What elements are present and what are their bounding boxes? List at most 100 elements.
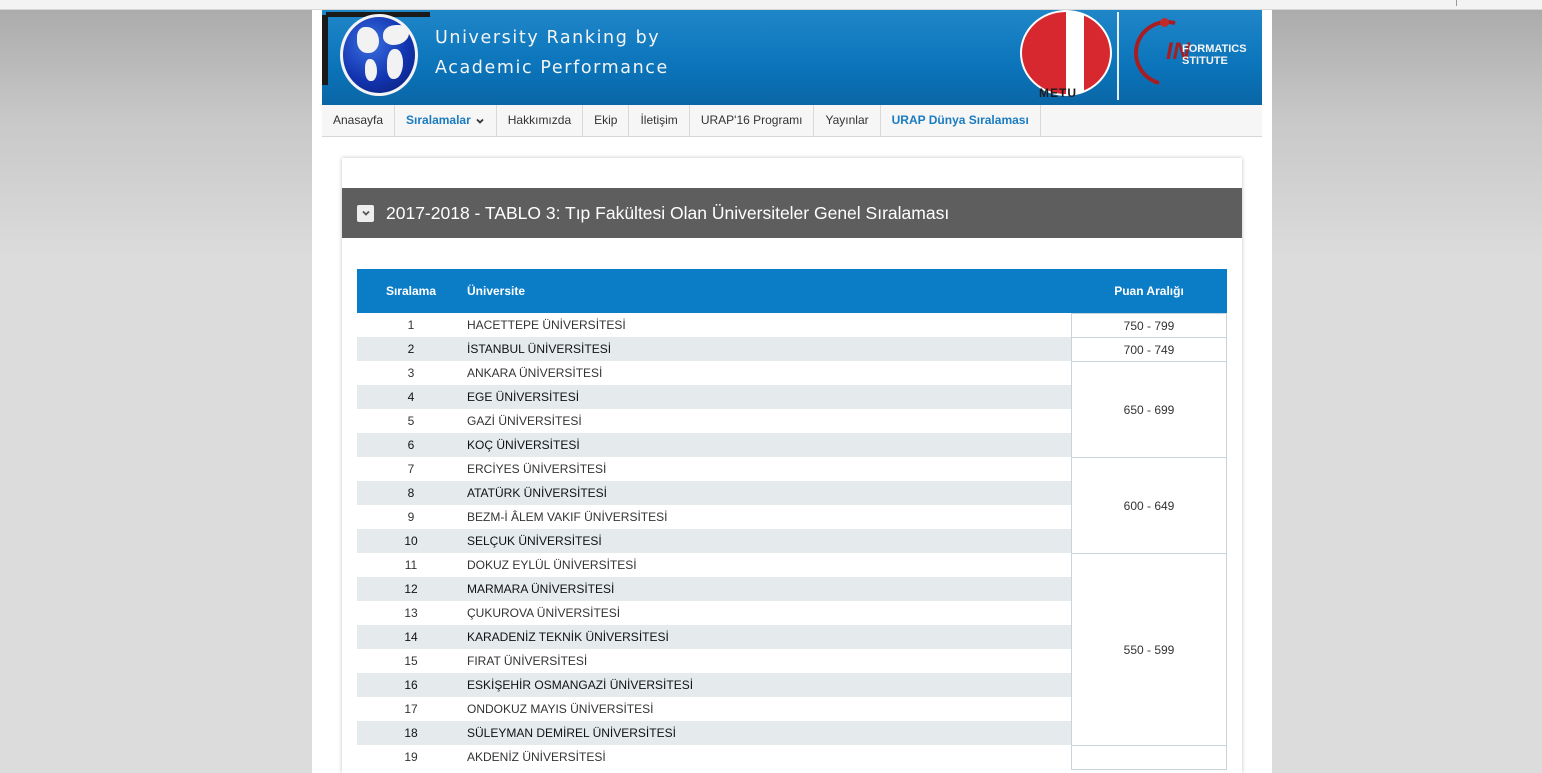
nav-item-urap16-programi[interactable]: URAP'16 Programı [690,105,815,136]
table-row: 15 FIRAT ÜNİVERSİTESİ [357,649,1071,673]
university-cell: ANKARA ÜNİVERSİTESİ [467,366,603,380]
university-cell: FIRAT ÜNİVERSİTESİ [467,654,588,668]
table-header: Sıralama Üniversite Puan Aralığı [357,269,1227,313]
university-cell: SELÇUK ÜNİVERSİTESİ [467,534,602,548]
metu-label: METU [1039,86,1077,100]
table-row: 18 SÜLEYMAN DEMİREL ÜNİVERSİTESİ [357,721,1071,745]
table-row: 9 BEZM-İ ÂLEM VAKIF ÜNİVERSİTESİ [357,505,1071,529]
rank-cell: 19 [404,750,418,764]
nav-item-urap-dunya[interactable]: URAP Dünya Sıralaması [881,105,1041,136]
rank-cell: 7 [407,462,415,476]
rank-cell: 18 [404,726,418,740]
section-title: 2017-2018 - TABLO 3: Tıp Fakültesi Olan … [386,202,950,223]
nav-item-hakkimizda[interactable]: Hakkımızda [497,105,584,136]
table-row: 1 HACETTEPE ÜNİVERSİTESİ [357,313,1071,337]
globe-logo-icon[interactable] [340,14,418,96]
rank-cell: 1 [407,318,415,332]
score-range-cell: 750 - 799 [1071,313,1227,338]
table-body: 1 HACETTEPE ÜNİVERSİTESİ 2 İSTANBUL ÜNİVERS… [357,313,1227,770]
university-cell: AKDENİZ ÜNİVERSİTESİ [467,750,606,764]
score-range-cell: 700 - 749 [1071,338,1227,362]
rank-cell: 11 [404,558,418,572]
table-row: 7 ERCİYES ÜNİVERSİTESİ [357,457,1071,481]
page-container: University Ranking by Academic Performan… [312,10,1272,773]
column-header-university[interactable]: Üniversite [467,284,526,298]
ii-word2: STITUTE [1182,55,1228,67]
chevron-down-icon [476,118,484,124]
nav-item-ekip[interactable]: Ekip [583,105,630,136]
rank-cell: 16 [404,678,418,692]
site-title-line2[interactable]: Academic Performance [435,58,669,78]
score-range-cell: 650 - 699 [1071,362,1227,458]
university-cell: HACETTEPE ÜNİVERSİTESİ [467,318,626,332]
ranking-table: Sıralama Üniversite Puan Aralığı 1 HACETT… [357,269,1227,770]
rank-cell: 2 [407,342,415,356]
rank-cell: 8 [407,486,415,500]
rank-cell: 5 [407,414,415,428]
collapse-toggle-button[interactable] [357,204,374,222]
rank-cell: 14 [404,630,418,644]
university-cell: KARADENİZ TEKNİK ÜNİVERSİTESİ [467,630,669,644]
university-cell: DOKUZ EYLÜL ÜNİVERSİTESİ [467,558,637,572]
column-header-rank[interactable]: Sıralama [385,284,437,298]
table-row: 10 SELÇUK ÜNİVERSİTESİ [357,529,1071,553]
score-column: 750 - 799 700 - 749 650 - 699 600 - 649 550 … [1071,313,1227,770]
table-row: 17 ONDOKUZ MAYIS ÜNİVERSİTESİ [357,697,1071,721]
divider [1456,0,1457,6]
nav-item-siralamalar[interactable]: Sıralamalar [395,105,497,136]
university-cell: ÇUKUROVA ÜNİVERSİTESİ [467,606,621,620]
university-cell: GAZİ ÜNİVERSİTESİ [467,414,582,428]
table-row: 12 MARMARA ÜNİVERSİTESİ [357,577,1071,601]
site-banner: University Ranking by Academic Performan… [322,10,1262,105]
nav-item-anasayfa[interactable]: Anasayfa [322,105,396,136]
main-nav: Anasayfa Sıralamalar Hakkımızda Ekip İle… [322,105,1262,137]
browser-top-strip [0,0,1542,10]
table-row: 4 EGE ÜNİVERSİTESİ [357,385,1071,409]
chevron-down-icon [361,210,370,216]
university-cell: ERCİYES ÜNİVERSİTESİ [467,462,607,476]
rank-cell: 15 [404,654,418,668]
table-row: 16 ESKİŞEHİR OSMANGAZİ ÜNİVERSİTESİ [357,673,1071,697]
university-cell: İSTANBUL ÜNİVERSİTESİ [467,342,612,356]
rank-cell: 9 [407,510,415,524]
nav-item-yayinlar[interactable]: Yayınlar [814,105,881,136]
section-header[interactable]: 2017-2018 - TABLO 3: Tıp Fakültesi Olan … [342,188,1242,238]
table-row: 14 KARADENİZ TEKNİK ÜNİVERSİTESİ [357,625,1071,649]
score-range-cell: 550 - 599 [1071,554,1227,746]
university-cell: ONDOKUZ MAYIS ÜNİVERSİTESİ [467,702,654,716]
rank-cell: 6 [407,438,415,452]
university-cell: BEZM-İ ÂLEM VAKIF ÜNİVERSİTESİ [467,510,668,524]
table-row: 5 GAZİ ÜNİVERSİTESİ [357,409,1071,433]
table-row: 6 KOÇ ÜNİVERSİTESİ [357,433,1071,457]
table-row: 19 AKDENİZ ÜNİVERSİTESİ [357,745,1071,769]
banner-divider [1117,12,1119,100]
university-cell: KOÇ ÜNİVERSİTESİ [467,438,580,452]
rank-cell: 13 [404,606,418,620]
table-row: 8 ATATÜRK ÜNİVERSİTESİ [357,481,1071,505]
rank-cell: 17 [404,702,418,716]
university-cell: ESKİŞEHİR OSMANGAZİ ÜNİVERSİTESİ [467,678,694,692]
site-title-line1[interactable]: University Ranking by [435,28,661,48]
column-header-score[interactable]: Puan Aralığı [1114,284,1184,298]
score-range-cell [1071,746,1227,770]
rank-cell: 12 [404,582,418,596]
score-range-cell: 600 - 649 [1071,458,1227,554]
rank-cell: 4 [407,390,415,404]
informatics-institute-logo-icon[interactable]: IN FORMATICS STITUTE [1121,10,1260,100]
mortarboard-tassel [322,15,328,85]
nav-item-iletisim[interactable]: İletişim [629,105,690,136]
ii-word1: FORMATICS [1182,43,1247,55]
university-cell: ATATÜRK ÜNİVERSİTESİ [467,486,608,500]
rank-cell: 3 [407,366,415,380]
university-cell: EGE ÜNİVERSİTESİ [467,390,580,404]
metu-logo-icon[interactable] [1020,10,1112,96]
table-row: 3 ANKARA ÜNİVERSİTESİ [357,361,1071,385]
table-row: 13 ÇUKUROVA ÜNİVERSİTESİ [357,601,1071,625]
table-row: 11 DOKUZ EYLÜL ÜNİVERSİTESİ [357,553,1071,577]
university-cell: SÜLEYMAN DEMİREL ÜNİVERSİTESİ [467,726,676,740]
content-card: 2017-2018 - TABLO 3: Tıp Fakültesi Olan … [342,158,1242,773]
ii-initials: IN [1166,38,1190,65]
rank-cell: 10 [404,534,418,548]
table-row: 2 İSTANBUL ÜNİVERSİTESİ [357,337,1071,361]
university-cell: MARMARA ÜNİVERSİTESİ [467,582,615,596]
